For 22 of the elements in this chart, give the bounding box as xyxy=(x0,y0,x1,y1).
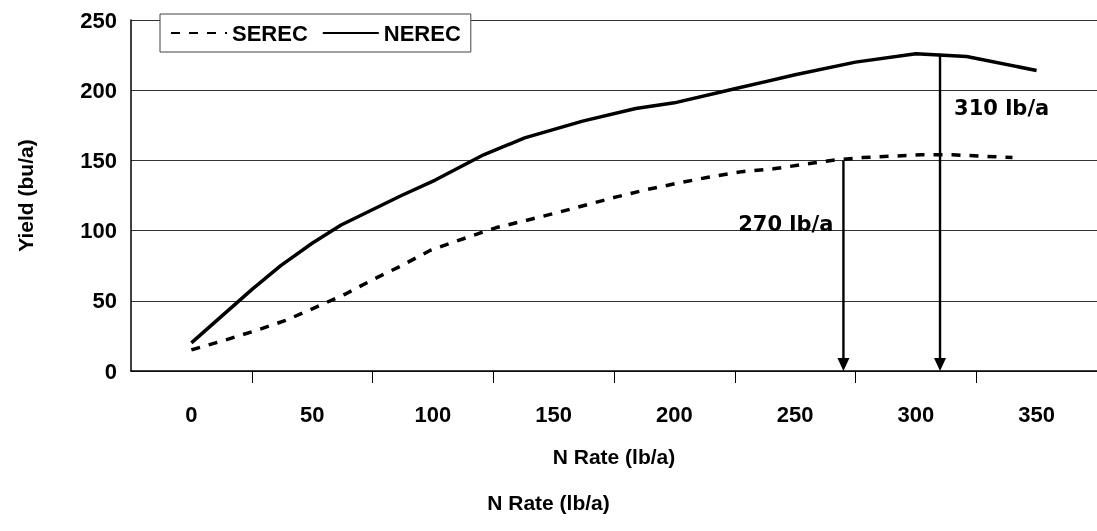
y-tick-label: 100 xyxy=(80,218,117,244)
y-tick-label: 150 xyxy=(80,147,117,173)
y-tick-label: 0 xyxy=(104,358,117,384)
legend-label: SEREC xyxy=(232,20,308,46)
x-tick-label: 50 xyxy=(299,401,325,427)
x-tick-label: 200 xyxy=(656,401,693,427)
legend-label: NEREC xyxy=(383,20,461,46)
line-series xyxy=(189,153,1015,352)
y-tick-label: 200 xyxy=(80,77,117,103)
x-tick-label: 350 xyxy=(1018,401,1055,427)
y-tick-label: 50 xyxy=(92,288,117,314)
text: N Rate (lb/a) xyxy=(487,491,610,514)
x-tick-label: 0 xyxy=(185,401,198,427)
y-axis-title: Yield (bu/a) xyxy=(14,139,37,252)
x-tick-label: 100 xyxy=(414,401,452,427)
annotation: 270 lb/a xyxy=(738,211,834,236)
x-tick-label: 250 xyxy=(776,401,814,427)
y-tick-label: 250 xyxy=(80,7,117,33)
x-tick-label: 300 xyxy=(897,401,935,427)
annotation: 310 lb/a xyxy=(954,95,1050,120)
x-tick-label: 150 xyxy=(535,401,572,427)
x-axis-title: N Rate (lb/a) xyxy=(552,445,676,468)
